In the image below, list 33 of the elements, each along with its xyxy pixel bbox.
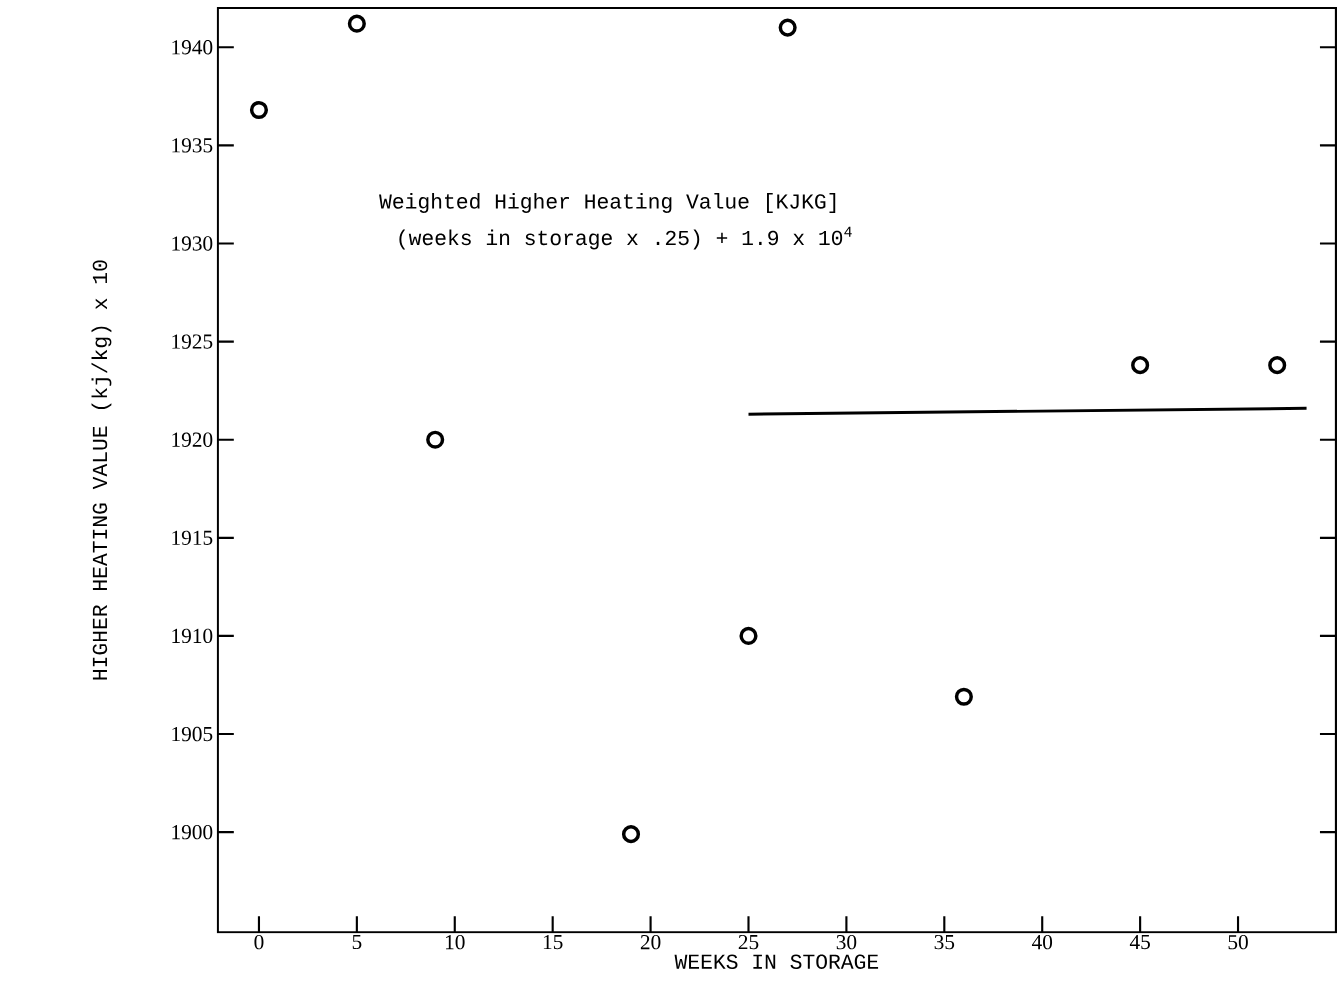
y-tick-label: 1940	[172, 39, 213, 55]
x-tick-label: 15	[543, 934, 563, 950]
point	[739, 626, 758, 645]
y-tick-label: 1935	[172, 138, 213, 153]
point	[249, 100, 269, 119]
x-tick-label: 20	[640, 934, 661, 950]
point	[1131, 355, 1150, 375]
y-tick-label: 1930	[172, 236, 213, 251]
point	[778, 18, 797, 37]
y-tick-label: 1905	[172, 726, 213, 742]
y-tick-label: 1915	[172, 530, 213, 545]
point	[954, 687, 973, 706]
x-tick-label: 35	[934, 934, 955, 950]
x-axis-title: WEEKS IN STORAGE	[674, 954, 879, 969]
y-tick-label: 1925	[172, 334, 213, 349]
x-tick-label: 40	[1031, 934, 1053, 950]
annotation: (weeks in storage x .25) + 1.9 x 10$^{4}$	[399, 226, 852, 250]
x-tick-label: 25	[738, 934, 759, 950]
x-tick-label: 10	[445, 934, 465, 950]
x-tick-label: 50	[1228, 934, 1248, 950]
y-axis-title: HIGHER HEATING VALUE (kj/kg) x 10	[91, 260, 112, 680]
point	[1268, 355, 1287, 375]
x-tick-label: 5	[352, 934, 362, 950]
x-tick-label: 30	[836, 934, 857, 950]
x-tick-label: 45	[1129, 934, 1150, 950]
x-tick-label: 0	[254, 934, 264, 950]
y-tick-label: 1910	[172, 628, 213, 644]
point	[426, 430, 445, 449]
point	[621, 824, 641, 844]
y-tick-label: 1920	[172, 432, 213, 447]
point	[347, 14, 366, 33]
annotation: Weighted Higher Heating Value [KJKG]	[379, 192, 836, 213]
y-tick-label: 1900	[172, 824, 213, 840]
